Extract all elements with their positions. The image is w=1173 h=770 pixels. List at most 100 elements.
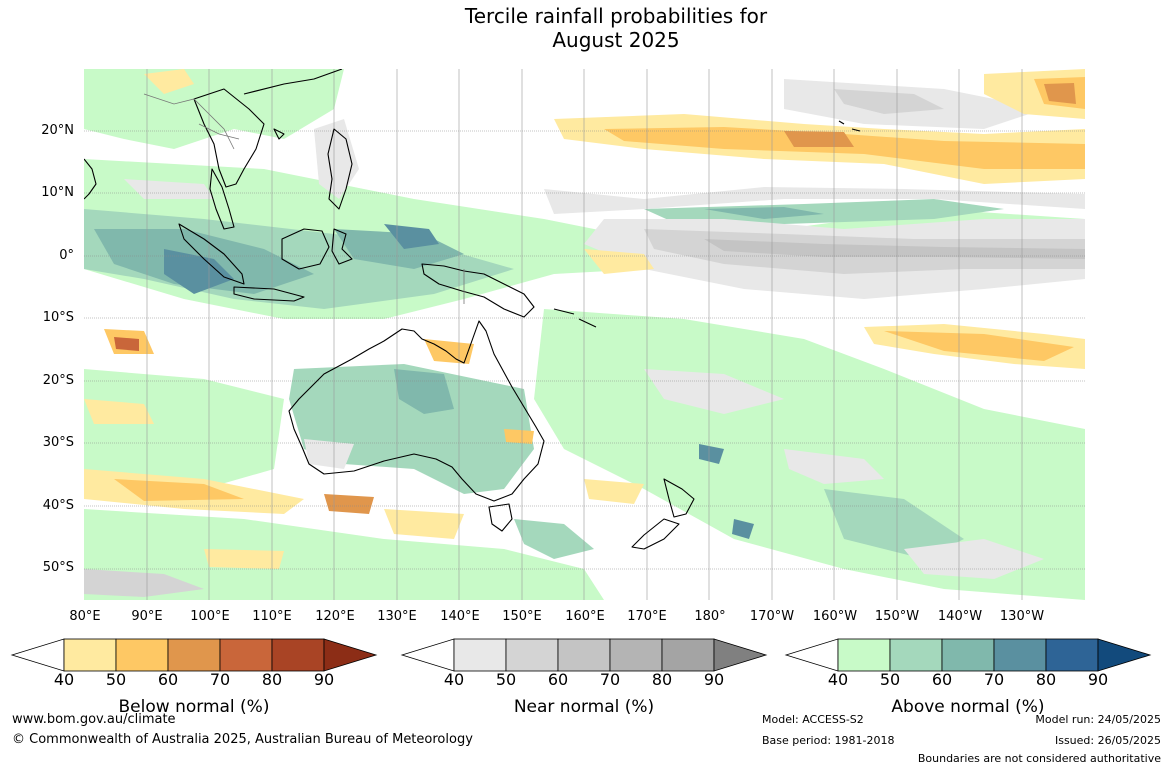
legend-tick: 90 [703,670,725,689]
legend-tick: 70 [209,670,231,689]
lon-label-150e: 150°E [502,609,542,624]
lon-label-140w: 140°W [937,609,983,624]
base-period: Base period: 1981-2018 [762,734,895,747]
legend-tick: 50 [105,670,127,689]
new-zealand-south [631,518,680,550]
philippines-outline [327,128,353,210]
legend-swatch [271,638,325,672]
legend-above-normal-caption: Above normal (%) [891,697,1045,717]
website-link[interactable]: www.bom.gov.au/climate [12,712,176,727]
map-title: Tercile rainfall probabilities for Augus… [0,4,1173,52]
legend-swatch [400,638,455,672]
legend-near-normal-caption: Near normal (%) [513,697,655,717]
legend-near-normal [400,638,768,672]
map-title-line-1: Tercile rainfall probabilities for [464,4,768,28]
borneo-outline [281,228,330,270]
new-guinea-outline [421,263,535,318]
legend-swatch [10,638,65,672]
legend-swatch [557,638,611,672]
lon-label-130w: 130°W [999,609,1045,624]
issued-date: Issued: 26/05/2025 [1054,734,1161,747]
legend-swatch [63,638,117,672]
legend-tick: 50 [879,670,901,689]
legend-tick: 90 [1087,670,1109,689]
legend-swatch [993,638,1047,672]
new-zealand-north [663,478,695,518]
legend-tick: 60 [931,670,953,689]
legend-swatch [115,638,169,672]
lat-label-10s: 10°S [42,310,74,325]
legend-swatch [661,638,715,672]
graticule [84,130,1085,570]
sumatra-outline [178,223,245,285]
coastlines [84,69,861,550]
legend-swatch [505,638,559,672]
legend-below-normal-caption: Below normal (%) [118,697,270,717]
probability-map-canvas [84,69,1085,600]
lat-label-40s: 40°S [42,498,74,513]
solomon-islands [553,308,597,328]
legend-tick: 80 [261,670,283,689]
lat-label-0: 0° [59,248,74,263]
legend-tick: 70 [983,670,1005,689]
lon-label-120e: 120°E [315,609,355,624]
legend-swatch [837,638,891,672]
lon-label-160w: 160°W [812,609,858,624]
sulawesi-outline [331,228,353,265]
legend-swatch [1097,638,1152,672]
australia-outline [288,320,545,502]
hawaii-islands [838,120,861,132]
legend-swatch [219,638,273,672]
country-borders [143,93,465,304]
meridians [146,69,1023,600]
model-run-date: Model run: 24/05/2025 [1035,713,1161,726]
below-normal-layer [84,69,1085,569]
legend-swatch [323,638,378,672]
lon-label-160e: 160°E [565,609,605,624]
legend-swatch [1045,638,1099,672]
lat-label-20n: 20°N [41,123,74,138]
legend-tick: 60 [547,670,569,689]
legend-below-normal-bar [10,638,378,672]
legend-tick: 80 [1035,670,1057,689]
lat-label-30s: 30°S [42,435,74,450]
legend-swatch [453,638,507,672]
lat-label-20s: 20°S [42,373,74,388]
lon-label-80e: 80°E [69,609,101,624]
lon-label-180: 180° [694,609,726,624]
boundaries-disclaimer: Boundaries are not considered authoritat… [917,752,1161,765]
india-coast-outline [84,158,97,200]
legend-tick: 80 [651,670,673,689]
map-title-line-2: August 2025 [552,28,680,52]
legend-swatch [609,638,663,672]
lon-label-100e: 100°E [190,609,230,624]
lon-label-130e: 130°E [377,609,417,624]
lon-label-150w: 150°W [874,609,920,624]
legend-swatch [713,638,768,672]
legend-tick: 70 [599,670,621,689]
legend-tick: 90 [313,670,335,689]
lat-label-50s: 50°S [42,560,74,575]
legend-tick: 60 [157,670,179,689]
legend-tick: 40 [443,670,465,689]
legend-swatch [167,638,221,672]
legend-near-normal-bar [400,638,768,672]
lat-label-10n: 10°N [41,185,74,200]
java-outline [233,286,305,302]
legend-tick: 40 [827,670,849,689]
china-coast-outline [243,69,343,140]
model-name: Model: ACCESS-S2 [762,713,864,726]
legend-swatch [889,638,943,672]
indochina-outline [193,88,265,188]
lon-label-170w: 170°W [749,609,795,624]
legend-above-normal-bar [784,638,1152,672]
copyright-text: © Commonwealth of Australia 2025, Austra… [12,732,473,747]
legend-swatch [941,638,995,672]
probability-map [84,69,1085,600]
legend-above-normal [784,638,1152,672]
malay-peninsula-outline [209,168,235,230]
legend-swatch [784,638,839,672]
tasmania-outline [488,503,513,532]
lon-label-110e: 110°E [252,609,292,624]
lon-label-140e: 140°E [440,609,480,624]
